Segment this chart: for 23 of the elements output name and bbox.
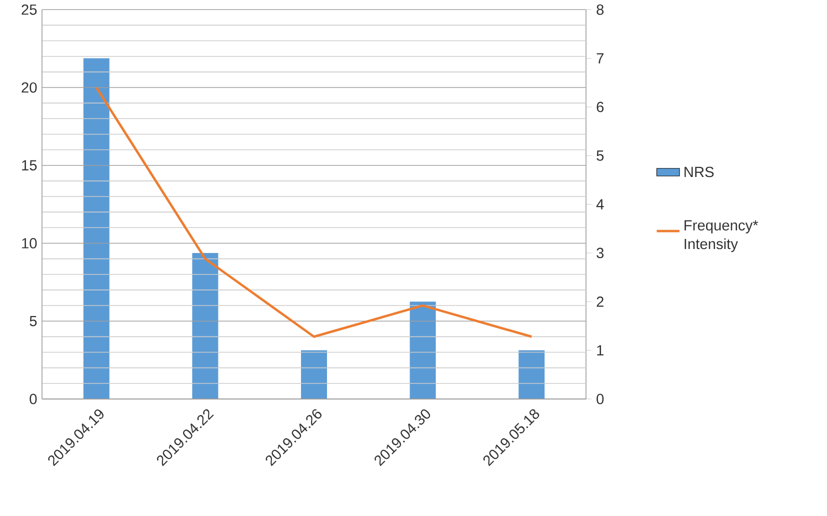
y2-tick-label: 4 xyxy=(596,199,604,210)
y2-tick-label: 5 xyxy=(596,150,604,161)
y-tick-label: 5 xyxy=(30,316,37,326)
y-tick-label: 0 xyxy=(30,394,37,404)
y2-tick-label: 6 xyxy=(596,102,604,112)
legend-label: NRS xyxy=(684,166,714,178)
y2-tick-label: 0 xyxy=(596,394,604,404)
y-tick-label: 15 xyxy=(22,160,37,171)
y2-tick-label: 2 xyxy=(596,296,604,307)
bar xyxy=(301,350,328,400)
bar xyxy=(192,253,218,400)
y2-tick-label: 7 xyxy=(596,53,604,64)
legend-label: Frequency* Intensity xyxy=(684,220,758,252)
y2-tick-label: 3 xyxy=(596,248,604,258)
line-series xyxy=(95,86,533,338)
bar xyxy=(83,58,110,400)
y2-tick-label: 1 xyxy=(597,345,604,356)
y-tick-label: 10 xyxy=(22,238,37,249)
y2-tick-label: 8 xyxy=(596,4,604,16)
bar xyxy=(410,302,436,400)
y-tick-label: 25 xyxy=(22,4,37,16)
y-tick-label: 20 xyxy=(22,82,37,93)
bar xyxy=(518,350,545,400)
